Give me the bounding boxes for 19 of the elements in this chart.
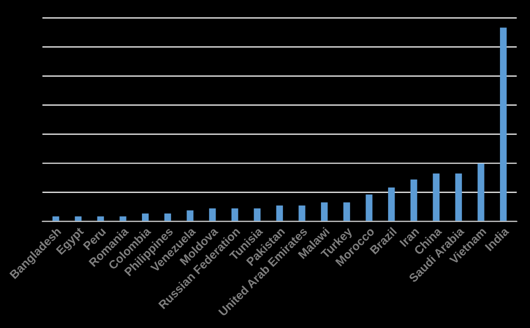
bar: [276, 206, 283, 222]
bar: [343, 202, 350, 222]
bar: [186, 210, 194, 222]
bar: [164, 213, 172, 222]
bar: [432, 174, 440, 222]
bar: [254, 208, 261, 222]
bar: [410, 180, 418, 222]
bar: [97, 216, 104, 222]
bar: [500, 28, 507, 222]
bar: [366, 194, 372, 222]
bar: [231, 208, 238, 222]
bar: [209, 208, 216, 222]
bar: [455, 174, 462, 222]
bar: [120, 216, 126, 222]
bar: [320, 202, 328, 222]
bar: [478, 163, 484, 222]
bar: [298, 206, 306, 222]
bar: [142, 213, 149, 222]
bar: [388, 187, 395, 222]
